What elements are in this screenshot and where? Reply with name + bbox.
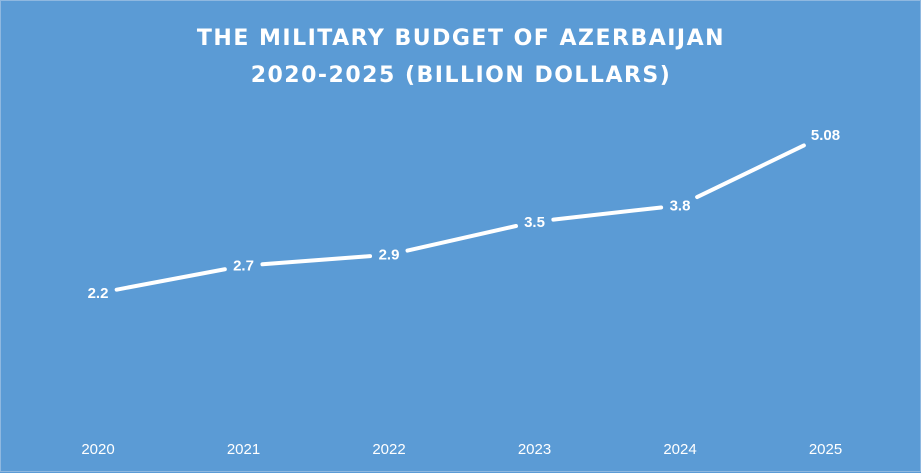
drop-lines [97,147,827,414]
series-line-segment [260,254,373,267]
data-label: 3.8 [670,197,691,214]
data-label: 2.9 [379,247,400,264]
series-line-group [114,143,806,292]
x-axis-ticks: 2020 2021 2022 2023 2024 2025 [81,441,842,458]
series-line-segment [551,205,664,222]
data-labels: 2.2 2.7 2.9 3.5 3.8 5.08 [88,127,841,302]
chart-title: THE MILITARY BUDGET OF AZERBAIJAN [197,26,725,51]
series-line-segment [114,267,227,292]
series-line-segment [405,223,518,253]
x-tick-label: 2022 [372,441,405,458]
chart-subtitle: 2020-2025 (BILLION DOLLARS) [251,63,672,88]
x-tick-label: 2024 [663,441,696,458]
x-tick-label: 2020 [81,441,114,458]
x-tick-label: 2025 [809,441,842,458]
data-label: 2.2 [88,285,109,302]
data-label: 5.08 [811,127,840,144]
x-tick-label: 2023 [518,441,551,458]
data-label: 3.5 [524,214,545,231]
data-label: 2.7 [233,258,254,275]
series-line-segment [695,143,806,200]
x-tick-label: 2021 [227,441,260,458]
